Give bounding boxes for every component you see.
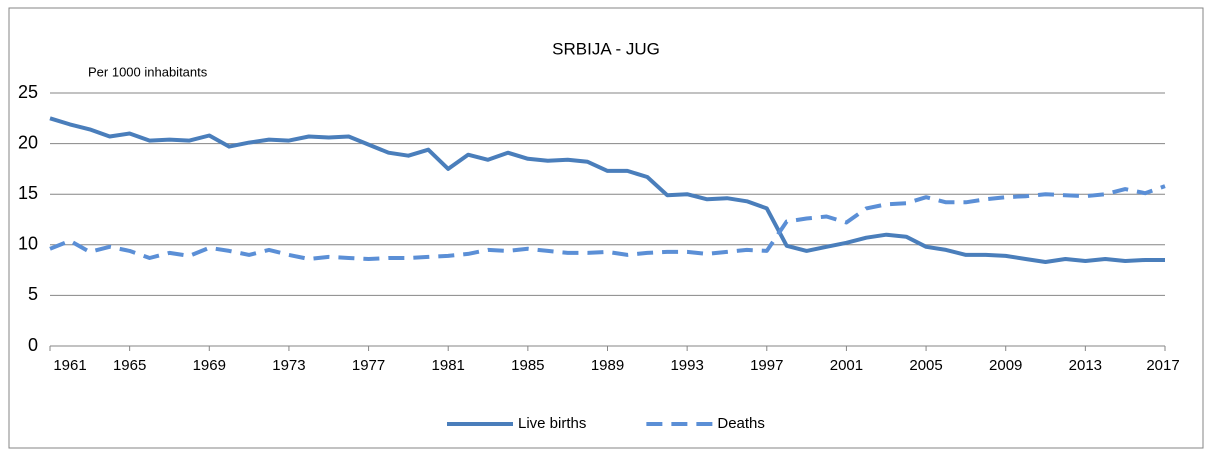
x-tick-label: 2017 [1146,357,1179,374]
x-tick-label: 2013 [1069,357,1102,374]
y-tick-label: 10 [18,234,38,254]
x-tick-label: 1969 [193,357,226,374]
x-tick-label: 1997 [750,357,783,374]
legend-label: Deaths [717,415,765,432]
x-tick-label: 1973 [272,357,305,374]
chart-border [8,7,1204,449]
x-tick-label: 1989 [591,357,624,374]
x-tick-label: 2009 [989,357,1022,374]
y-tick-label: 5 [28,284,38,304]
y-tick-label: 20 [18,132,38,152]
chart-title: SRBIJA - JUG [552,39,660,58]
x-tick-label: 1985 [511,357,544,374]
x-tick-label: 2001 [830,357,863,374]
x-tick-label: 1965 [113,357,146,374]
legend-label: Live births [518,415,586,432]
y-tick-label: 25 [18,82,38,102]
x-tick-label: 1961 [53,357,86,374]
x-tick-label: 1993 [670,357,703,374]
x-tick-label: 1977 [352,357,385,374]
y-tick-label: 0 [28,335,38,355]
y-axis-label: Per 1000 inhabitants [88,64,208,79]
x-tick-label: 2005 [909,357,942,374]
series-line [49,116,1165,264]
x-tick-label: 1981 [432,357,465,374]
series-line [49,184,1166,261]
y-tick-label: 15 [18,183,38,203]
